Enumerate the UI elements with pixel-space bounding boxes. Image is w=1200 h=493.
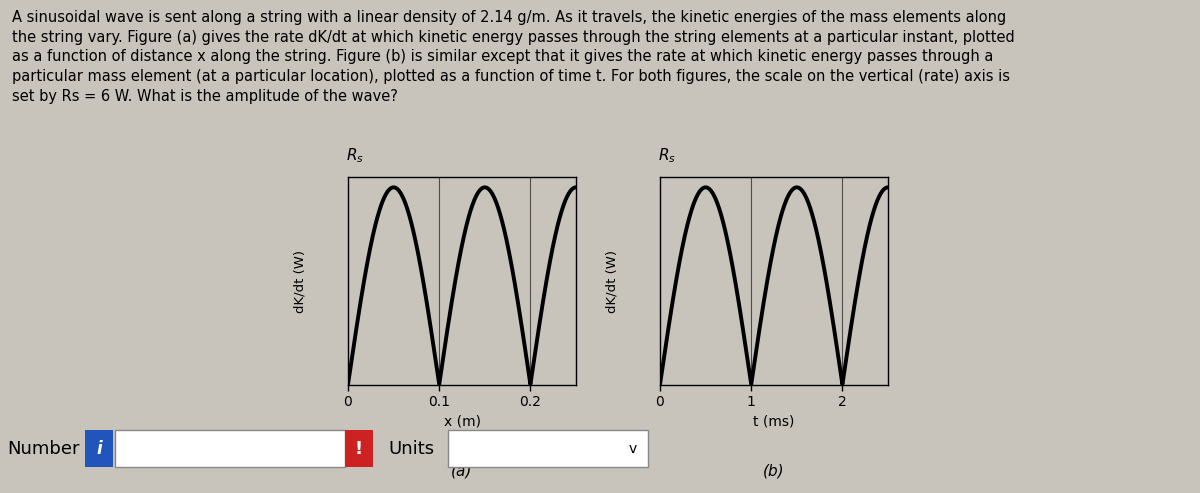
Bar xyxy=(346,430,373,467)
Text: $R_s$: $R_s$ xyxy=(346,146,364,165)
Bar xyxy=(448,430,648,467)
Text: Units: Units xyxy=(388,440,434,458)
X-axis label: x (m): x (m) xyxy=(444,415,480,428)
Bar xyxy=(85,430,113,467)
Text: $R_s$: $R_s$ xyxy=(658,146,676,165)
Y-axis label: dK/dt (W): dK/dt (W) xyxy=(606,249,619,313)
Text: (b): (b) xyxy=(763,463,785,478)
Text: (a): (a) xyxy=(451,463,473,478)
Text: i: i xyxy=(96,440,102,458)
Text: A sinusoidal wave is sent along a string with a linear density of 2.14 g/m. As i: A sinusoidal wave is sent along a string… xyxy=(12,10,1015,104)
Text: v: v xyxy=(629,442,637,456)
Text: !: ! xyxy=(355,440,364,458)
Bar xyxy=(115,430,346,467)
Y-axis label: dK/dt (W): dK/dt (W) xyxy=(294,249,307,313)
Text: Number: Number xyxy=(7,440,80,458)
X-axis label: t (ms): t (ms) xyxy=(754,415,794,428)
